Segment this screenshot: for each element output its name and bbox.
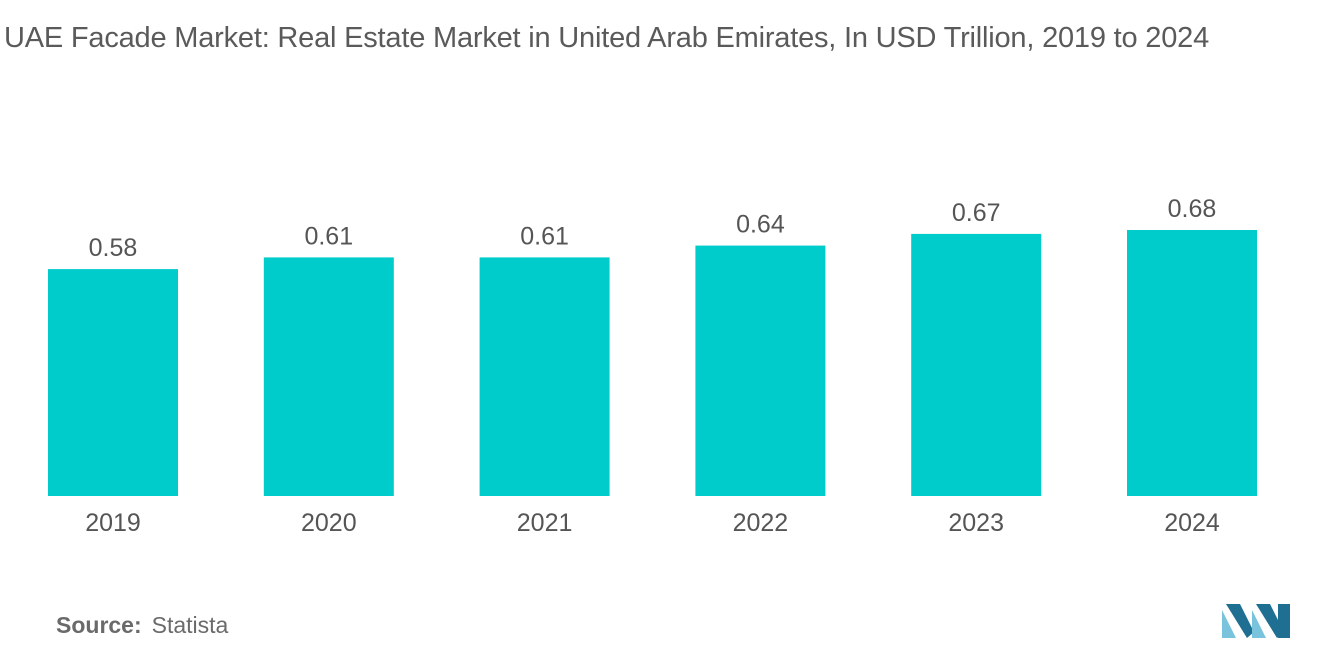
- data-label-2024: 0.68: [1168, 195, 1217, 223]
- x-tick-label-2019: 2019: [85, 509, 141, 537]
- mordor-logo-icon: [1222, 604, 1290, 638]
- data-label-2023: 0.67: [952, 199, 1001, 227]
- bar-2021: [479, 257, 610, 496]
- data-label-2019: 0.58: [89, 234, 138, 262]
- bar-2020: [263, 257, 394, 496]
- bar-2022: [695, 245, 826, 496]
- x-tick-label-2021: 2021: [517, 509, 573, 537]
- data-label-2020: 0.61: [304, 222, 353, 250]
- bar-2024: [1127, 230, 1257, 496]
- x-tick-label-2020: 2020: [301, 509, 357, 537]
- source-label: Source:: [56, 612, 142, 638]
- data-label-2021: 0.61: [520, 222, 569, 250]
- bar-2023: [911, 233, 1042, 496]
- source-footer: Source: Statista: [56, 612, 228, 639]
- x-tick-label-2023: 2023: [948, 509, 1004, 537]
- data-label-2022: 0.64: [736, 211, 785, 239]
- bar-2019: [48, 269, 178, 496]
- x-tick-label-2022: 2022: [733, 509, 789, 537]
- x-tick-label-2024: 2024: [1164, 509, 1220, 537]
- source-value: Statista: [151, 612, 229, 638]
- chart-title: UAE Facade Market: Real Estate Market in…: [4, 22, 1209, 54]
- bar-chart: 0.58 2019 0.61 2020 0.61 2021 0.64 2022 0.67 2023…: [48, 195, 1257, 537]
